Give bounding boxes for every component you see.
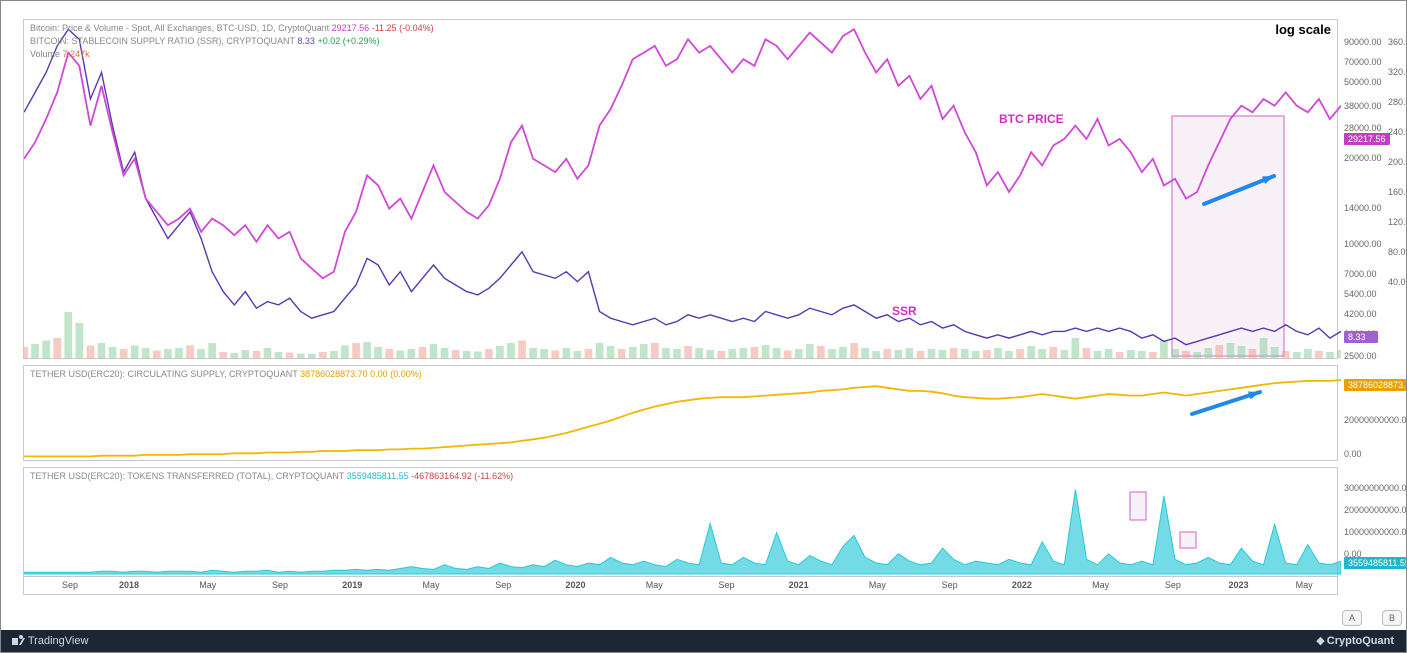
circulating-supply-panel[interactable]: TETHER USD(ERC20): CIRCULATING SUPPLY, C… bbox=[23, 365, 1338, 461]
p3-value: 3559485811.55 bbox=[347, 471, 409, 481]
legend2-pct: (+0.29%) bbox=[343, 36, 380, 46]
ssr-annotation: SSR bbox=[892, 304, 917, 318]
p2-title: TETHER USD(ERC20): CIRCULATING SUPPLY, C… bbox=[30, 369, 298, 379]
panel1-legend: Bitcoin: Price & Volume - Spot, All Exch… bbox=[30, 22, 434, 61]
legend3-value: 7.247k bbox=[63, 49, 90, 59]
main-price-panel[interactable]: Bitcoin: Price & Volume - Spot, All Exch… bbox=[23, 19, 1338, 359]
log-scale-label: log scale bbox=[1275, 22, 1331, 37]
legend1-title: Bitcoin: Price & Volume - Spot, All Exch… bbox=[30, 23, 329, 33]
tradingview-logo[interactable]: TradingView bbox=[11, 634, 88, 647]
legend2-title: BITCOIN: STABLECOIN SUPPLY RATIO (SSR), … bbox=[30, 36, 295, 46]
y-axis-ssr: 360.00320.00280.00240.00200.00160.00120.… bbox=[1384, 1, 1407, 361]
panel2-legend: TETHER USD(ERC20): CIRCULATING SUPPLY, C… bbox=[30, 368, 422, 381]
cryptoquant-logo[interactable]: ◆ CryptoQuant bbox=[1316, 634, 1394, 647]
btc-price-annotation: BTC PRICE bbox=[999, 112, 1064, 126]
legend3-title: Volume bbox=[30, 49, 60, 59]
tradingview-label: TradingView bbox=[28, 635, 89, 647]
p3-pct: (-11.62%) bbox=[474, 471, 513, 481]
p3-title: TETHER USD(ERC20): TOKENS TRANSFERRED (T… bbox=[30, 471, 344, 481]
tokens-transferred-panel[interactable]: TETHER USD(ERC20): TOKENS TRANSFERRED (T… bbox=[23, 467, 1338, 577]
legend2-value: 8.33 bbox=[297, 36, 315, 46]
legend1-value: 29217.56 bbox=[332, 23, 370, 33]
cryptoquant-label: CryptoQuant bbox=[1327, 635, 1394, 647]
scale-b-button[interactable]: B bbox=[1382, 610, 1402, 626]
p3-change: -467863164.92 bbox=[411, 471, 472, 481]
legend1-pct: (-0.04%) bbox=[399, 23, 434, 33]
x-axis-time[interactable]: Sep2018MaySep2019MaySep2020MaySep2021May… bbox=[23, 577, 1338, 595]
legend2-change: +0.02 bbox=[317, 36, 340, 46]
footer-bar: TradingView ◆ CryptoQuant bbox=[1, 630, 1406, 652]
legend1-change: -11.25 bbox=[372, 23, 397, 33]
chart-frame: Bitcoin: Price & Volume - Spot, All Exch… bbox=[0, 0, 1407, 653]
panel3-legend: TETHER USD(ERC20): TOKENS TRANSFERRED (T… bbox=[30, 470, 513, 483]
p2-pct: (0.00%) bbox=[390, 369, 422, 379]
p2-change: 0.00 bbox=[370, 369, 388, 379]
p2-value: 38786028873.70 bbox=[300, 369, 368, 379]
scale-a-button[interactable]: A bbox=[1342, 610, 1362, 626]
